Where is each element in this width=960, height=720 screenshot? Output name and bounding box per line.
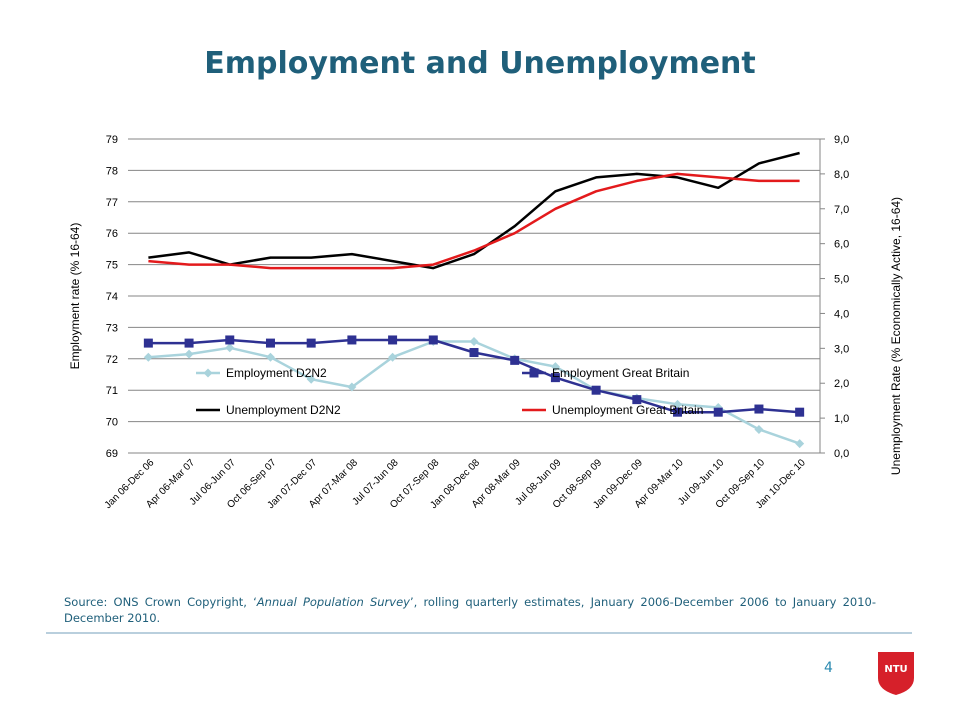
source-prefix: Source: ONS Crown Copyright, ‘ <box>64 595 257 609</box>
series-line <box>148 151 800 270</box>
series-point <box>795 407 805 417</box>
series-point <box>632 395 642 405</box>
series-point <box>225 343 235 353</box>
series-point <box>469 337 479 347</box>
y-tick-label: 73 <box>106 322 118 334</box>
series-point <box>550 373 560 383</box>
y-tick-label: 75 <box>106 260 118 272</box>
series <box>143 151 805 449</box>
source-suffix: ’, rolling quarterly estimates, January … <box>64 595 876 625</box>
series-point <box>265 352 275 362</box>
y2-tick-label: 8,0 <box>834 169 849 181</box>
legend-item: Unemployment D2N2 <box>196 403 341 417</box>
series-point <box>388 335 398 345</box>
y2-tick-label: 2,0 <box>834 378 849 390</box>
y-tick-label: 79 <box>106 134 118 146</box>
series-point <box>143 352 153 362</box>
y2-tick-label: 1,0 <box>834 413 849 425</box>
series-line <box>148 172 800 270</box>
series-point <box>347 382 357 392</box>
y2-tick-label: 9,0 <box>834 134 849 146</box>
legend: Employment D2N2 Employment Great Britain U… <box>196 366 703 417</box>
footer-divider <box>46 632 912 634</box>
y2-tick-label: 7,0 <box>834 204 849 216</box>
series-point <box>225 335 235 345</box>
series-point <box>306 338 316 348</box>
series-point <box>184 349 194 359</box>
series-point <box>428 335 438 345</box>
series-point <box>306 374 316 384</box>
series-point <box>469 348 479 358</box>
series-point <box>754 424 764 434</box>
series-point <box>754 404 764 414</box>
y-tick-label: 71 <box>106 385 118 397</box>
y2-tick-label: 6,0 <box>834 239 849 251</box>
series-point <box>550 362 560 372</box>
source-note: Source: ONS Crown Copyright, ‘Annual Pop… <box>64 594 876 626</box>
legend-label: Employment Great Britain <box>552 366 689 380</box>
series-point <box>143 338 153 348</box>
series-point <box>388 352 398 362</box>
series-point <box>673 407 683 417</box>
y2-tick-label: 0,0 <box>834 448 849 460</box>
source-title: Annual Population Survey <box>256 595 410 609</box>
shield-logo-icon <box>878 652 914 695</box>
legend-item: Employment Great Britain <box>522 366 689 380</box>
slide-title: Employment and Unemployment <box>204 46 756 81</box>
logo-text: NTU <box>884 664 908 675</box>
y2-tick-label: 3,0 <box>834 343 849 355</box>
y-tick-label: 69 <box>106 448 118 460</box>
series-point <box>510 355 520 365</box>
series-point <box>347 335 357 345</box>
y-tick-label: 70 <box>106 417 118 429</box>
legend-label: Unemployment D2N2 <box>226 403 341 417</box>
y-tick-label: 74 <box>106 291 118 303</box>
legend-item: Employment D2N2 <box>196 366 327 380</box>
series-point <box>713 407 723 417</box>
y-tick-label: 77 <box>106 197 118 209</box>
series-point <box>795 439 805 449</box>
series-point <box>265 338 275 348</box>
page-number: 4 <box>824 660 833 676</box>
series-unemployment_gb <box>148 172 800 270</box>
series-employment_d2n2 <box>143 337 805 449</box>
y-tick-label: 72 <box>106 354 118 366</box>
series-employment_gb <box>143 335 805 417</box>
y2-axis-title: Unemployment Rate (% Economically Active… <box>889 197 903 475</box>
axes: 79 78 77 76 75 74 73 72 71 70 69 9,0 8,0 7,0 6,0 5,0 4,0… <box>68 134 903 511</box>
legend-label: Unemployment Great Britain <box>552 403 703 417</box>
series-point <box>203 368 213 378</box>
series-point <box>529 368 539 378</box>
series-point <box>184 338 194 348</box>
legend-label: Employment D2N2 <box>226 366 327 380</box>
ntu-logo: NTU <box>876 648 916 696</box>
series-point <box>673 399 683 409</box>
gridlines <box>128 138 820 454</box>
series-point <box>591 385 601 395</box>
y2-tick-label: 4,0 <box>834 308 849 320</box>
y-tick-label: 76 <box>106 228 118 240</box>
legend-item: Unemployment Great Britain <box>522 403 703 417</box>
y2-tick-label: 5,0 <box>834 274 849 286</box>
y-tick-label: 78 <box>106 165 118 177</box>
y-axis-title: Employment rate (% 16-64) <box>68 223 82 370</box>
series-unemployment_d2n2 <box>148 151 800 270</box>
